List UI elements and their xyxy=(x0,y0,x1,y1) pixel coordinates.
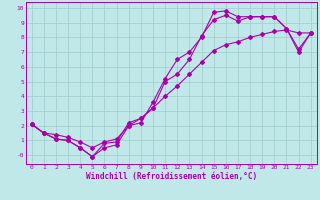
X-axis label: Windchill (Refroidissement éolien,°C): Windchill (Refroidissement éolien,°C) xyxy=(86,172,257,181)
